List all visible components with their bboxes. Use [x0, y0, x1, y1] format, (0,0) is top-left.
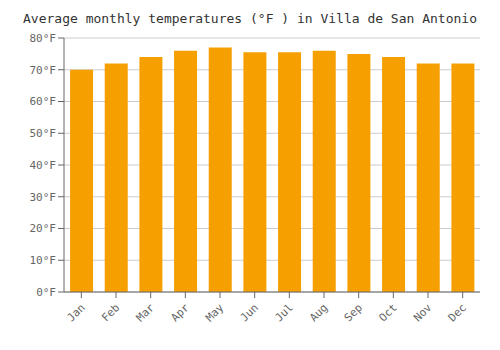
svg-text:Jul: Jul [272, 301, 295, 324]
svg-text:Feb: Feb [99, 301, 122, 324]
svg-text:0°F: 0°F [36, 286, 56, 299]
svg-text:80°F: 80°F [30, 32, 57, 45]
svg-text:20°F: 20°F [30, 222, 57, 235]
svg-text:Apr: Apr [168, 301, 192, 325]
svg-text:40°F: 40°F [30, 159, 57, 172]
svg-text:Sep: Sep [342, 301, 365, 324]
svg-text:Jan: Jan [64, 301, 87, 324]
svg-text:May: May [203, 301, 227, 325]
svg-text:Nov: Nov [411, 301, 435, 325]
svg-text:70°F: 70°F [30, 64, 57, 77]
svg-text:10°F: 10°F [30, 254, 57, 267]
svg-text:Aug: Aug [307, 301, 330, 324]
svg-text:Jun: Jun [238, 301, 261, 324]
svg-text:Oct: Oct [376, 301, 399, 324]
svg-text:Dec: Dec [446, 301, 469, 324]
svg-text:50°F: 50°F [30, 127, 57, 140]
svg-text:30°F: 30°F [30, 191, 57, 204]
html-text:Average monthly temperatures (: Average monthly temperatures (°F ) in Vi… [23, 11, 477, 26]
svg-text:60°F: 60°F [30, 95, 57, 108]
svg-text:Mar: Mar [134, 301, 158, 325]
